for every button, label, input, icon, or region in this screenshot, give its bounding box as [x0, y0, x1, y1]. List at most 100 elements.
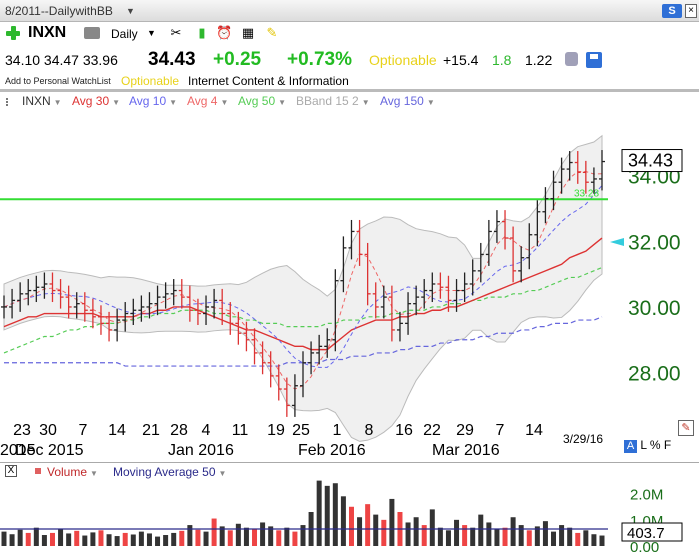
- legend-item-symbol[interactable]: INXN ▼: [22, 94, 62, 108]
- legend-item-avg50[interactable]: Avg 50 ▼: [238, 94, 287, 108]
- volume-bar: [243, 527, 249, 546]
- volume-bar: [171, 532, 177, 546]
- s-badge-icon[interactable]: S: [662, 4, 682, 18]
- volume-bar: [155, 536, 161, 546]
- scale-options[interactable]: A L % F: [624, 438, 671, 453]
- volume-bar: [187, 525, 193, 546]
- volume-bar: [486, 522, 492, 546]
- volume-bar: [106, 534, 112, 546]
- grip-icon[interactable]: [6, 98, 10, 106]
- month-label: Jan 2016: [168, 442, 234, 459]
- month-label: Mar 2016: [432, 442, 500, 459]
- plus-icon[interactable]: [5, 25, 21, 41]
- volume-bar: [494, 529, 500, 546]
- avg30-line: [3, 237, 603, 351]
- legend-item-bband[interactable]: BBand 15 2 ▼: [296, 94, 370, 108]
- x-tick-label: 14: [525, 422, 543, 439]
- volume-last-label: 403.7: [627, 525, 665, 542]
- volume-bar: [195, 529, 201, 546]
- volume-bar: [252, 529, 258, 546]
- stat-value-1: +15.4: [443, 52, 479, 68]
- volume-bar: [316, 480, 322, 546]
- stat-value-2: 1.8: [492, 52, 512, 68]
- volume-bar: [567, 527, 573, 546]
- tools-icon[interactable]: ✂: [170, 25, 182, 40]
- volume-bar: [365, 504, 371, 546]
- volume-bar: [405, 522, 411, 546]
- volume-bar: [510, 517, 516, 546]
- info-row: Add to Personal WatchList Optionable Int…: [0, 73, 699, 89]
- volume-bar: [90, 532, 96, 546]
- chevron-down-icon[interactable]: ▼: [147, 28, 156, 38]
- volume-bar: [478, 514, 484, 546]
- volume-last-box: [621, 522, 683, 542]
- x-tick-label: 1: [333, 422, 342, 439]
- x-tick-label: 16: [395, 422, 413, 439]
- legend-item-avg10[interactable]: Avg 10 ▼: [129, 94, 178, 108]
- period-select[interactable]: Daily: [111, 27, 138, 41]
- bar-chart-icon[interactable]: ▮: [198, 25, 206, 40]
- x-tick-label: 11: [232, 422, 249, 439]
- volume-bar: [25, 532, 31, 546]
- note-icon[interactable]: ✎: [266, 25, 278, 40]
- database-icon[interactable]: [565, 52, 578, 66]
- toolbar: INXN Daily ▼ ✂ ▮ ⏰ ▦ ✎: [0, 22, 699, 46]
- volume-bar: [235, 523, 241, 546]
- volume-bar: [534, 526, 540, 546]
- volume-bar: [373, 514, 379, 546]
- quote-row: 34.10 34.47 33.96 34.43 +0.25 +0.73% Opt…: [0, 48, 699, 72]
- scale-options-label[interactable]: L % F: [640, 438, 672, 452]
- legend-item-avg150[interactable]: Avg 150 ▼: [380, 94, 435, 108]
- volume-bar: [454, 519, 460, 546]
- volume-bar: [389, 498, 395, 546]
- legend-item-avg4[interactable]: Avg 4 ▼: [187, 94, 229, 108]
- volume-bar: [122, 532, 128, 546]
- scale-marker-icon: [610, 238, 624, 246]
- volume-bar: [332, 483, 338, 546]
- volume-bar: [114, 536, 120, 546]
- chevron-down-icon[interactable]: ▼: [126, 6, 135, 16]
- linear-scale-icon[interactable]: A: [624, 440, 637, 453]
- volume-bar: [599, 535, 605, 546]
- close-panel-icon[interactable]: X: [5, 465, 17, 477]
- add-to-watchlist-link[interactable]: Add to Personal WatchList: [5, 76, 111, 86]
- price-change-percent: +0.73%: [287, 49, 352, 70]
- indicator-legend: INXN ▼ Avg 30 ▼ Avg 10 ▼ Avg 4 ▼ Avg 50 ▼ BBa…: [0, 93, 699, 109]
- volume-header: X Volume ▼ Moving Average 50 ▼: [0, 462, 699, 480]
- volume-bar: [33, 527, 39, 546]
- x-tick-label: 22: [423, 422, 441, 439]
- symbol-label[interactable]: INXN: [28, 24, 67, 41]
- volume-bar: [66, 533, 72, 546]
- x-tick-label: 25: [292, 422, 310, 439]
- volume-bar: [591, 534, 597, 546]
- month-label: 2015: [0, 442, 36, 459]
- bollinger-band: [3, 134, 603, 442]
- moving-average-label[interactable]: Moving Average 50 ▼: [113, 465, 227, 479]
- chart-template-title[interactable]: 8/2011--DailywithBB: [5, 4, 113, 18]
- pencil-icon[interactable]: ✎: [678, 420, 694, 436]
- x-tick-label: 21: [142, 422, 160, 439]
- volume-bar: [542, 521, 548, 546]
- industry-label[interactable]: Internet Content & Information: [188, 74, 349, 88]
- support-line-label: 33.28: [574, 188, 599, 199]
- x-tick-label: 19: [267, 422, 285, 439]
- printer-icon[interactable]: [84, 27, 100, 39]
- volume-tick-label: 2.0M: [630, 487, 663, 504]
- volume-bar: [413, 517, 419, 546]
- volume-bar: [348, 506, 354, 546]
- legend-item-avg30[interactable]: Avg 30 ▼: [72, 94, 121, 108]
- save-icon[interactable]: [586, 52, 602, 68]
- volume-bar: [227, 530, 233, 546]
- close-icon[interactable]: ×: [685, 4, 697, 18]
- volume-bar: [445, 530, 451, 546]
- volume-bar: [357, 517, 363, 546]
- date-stamp: 3/29/16: [563, 432, 604, 446]
- volume-indicator-label[interactable]: Volume ▼: [47, 465, 98, 479]
- last-price-box: [621, 149, 683, 173]
- volume-bar: [41, 535, 47, 546]
- alarm-icon[interactable]: ⏰: [216, 25, 233, 40]
- calculator-icon[interactable]: ▦: [241, 25, 255, 40]
- volume-bar: [559, 525, 565, 546]
